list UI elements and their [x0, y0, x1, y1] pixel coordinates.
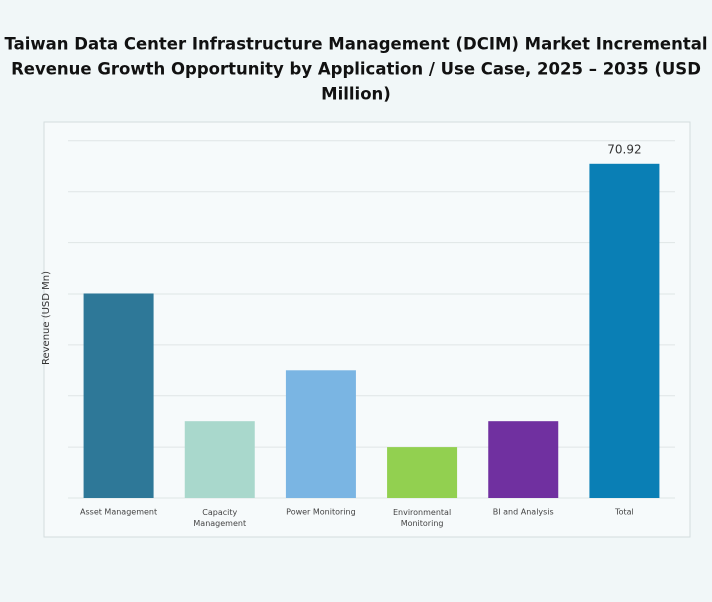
- bar: [387, 447, 458, 498]
- x-tick-label: Capacity Management: [193, 508, 246, 528]
- bar: [488, 421, 559, 498]
- chart-title: Taiwan Data Center Infrastructure Manage…: [4, 35, 707, 54]
- y-axis-label: Revenue (USD Mn): [41, 271, 52, 365]
- bar: [285, 370, 356, 498]
- chart-title: Million): [321, 85, 391, 104]
- x-tick-label: Asset Management: [80, 508, 157, 517]
- bar: [589, 163, 660, 499]
- x-tick-label: Environmental Monitoring: [393, 508, 451, 528]
- chart-title: Revenue Growth Opportunity by Applicatio…: [11, 60, 701, 79]
- x-tick-label: Power Monitoring: [286, 508, 356, 517]
- x-tick-label: Total: [614, 508, 634, 517]
- x-tick-label: BI and Analysis: [493, 508, 554, 517]
- bar: [83, 293, 154, 498]
- value-label: 70.92: [607, 142, 641, 156]
- bar: [184, 421, 255, 498]
